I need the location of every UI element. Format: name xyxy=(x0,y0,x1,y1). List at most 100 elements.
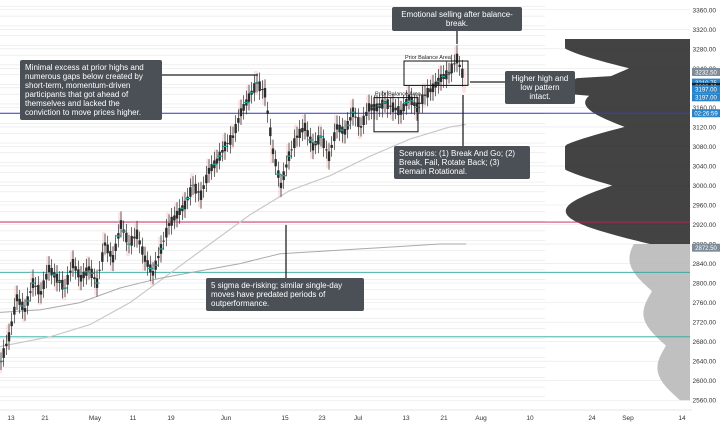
candle-body xyxy=(391,102,395,113)
y-tick-label: 2640.00 xyxy=(693,359,717,366)
candle-body xyxy=(402,103,405,112)
y-tick-label: 2800.00 xyxy=(693,281,717,288)
candle-body xyxy=(269,127,272,137)
candle-body xyxy=(79,274,83,282)
candle-body xyxy=(237,118,240,123)
y-tick-label: 3080.00 xyxy=(693,144,717,151)
candle-body xyxy=(322,138,325,149)
candle-body xyxy=(381,99,384,109)
candle-body xyxy=(343,128,347,135)
candle-body xyxy=(66,274,69,285)
candle-body xyxy=(29,291,32,293)
candle-body xyxy=(221,149,224,153)
callout-scenarios: Scenarios: (1) Break And Go; (2) Break, … xyxy=(394,146,530,179)
candle-body xyxy=(458,64,461,68)
candle-body xyxy=(386,99,389,109)
y-tick-label: 2680.00 xyxy=(693,339,717,346)
candle-body xyxy=(119,220,123,229)
candle-body xyxy=(199,190,203,200)
candle-body xyxy=(445,70,448,80)
balance-area-label: Prior Balance Area xyxy=(405,55,452,61)
candle-body xyxy=(207,167,211,174)
candle-body xyxy=(295,135,299,138)
candle-body xyxy=(397,106,400,116)
candle-body xyxy=(34,285,37,287)
candle-body xyxy=(143,255,147,262)
volume-profile-dark xyxy=(565,39,690,245)
candle-body xyxy=(431,83,435,93)
candle-body xyxy=(375,103,379,112)
candle-body xyxy=(399,109,403,115)
candle-body xyxy=(42,280,45,290)
candle-body xyxy=(263,87,267,98)
callout-higher-high: Higher high and low pattern intact. xyxy=(505,71,575,104)
y-tick-label: 3160.00 xyxy=(693,105,717,112)
y-tick-label: 3320.00 xyxy=(693,27,717,34)
candle-body xyxy=(69,270,72,273)
candle-body xyxy=(247,93,251,102)
candle-body xyxy=(394,107,397,111)
candle-body xyxy=(367,103,371,112)
x-tick-label: 14 xyxy=(678,415,686,422)
candle-body xyxy=(290,149,293,151)
candle-body xyxy=(327,151,331,161)
candle-body xyxy=(359,126,363,128)
candle-body xyxy=(229,135,232,145)
x-tick-label: 19 xyxy=(167,415,175,422)
x-tick-label: 13 xyxy=(402,415,410,422)
candle-body xyxy=(266,110,269,114)
price-badge xyxy=(692,67,720,76)
candle-body xyxy=(279,182,283,189)
candle-body xyxy=(455,53,459,64)
candle-body xyxy=(330,144,333,148)
value-area-band xyxy=(462,68,466,93)
candle-body xyxy=(141,246,144,255)
balance-area-box xyxy=(403,60,469,86)
candle-body xyxy=(311,142,315,151)
candle-body xyxy=(210,164,213,172)
candle-body xyxy=(317,135,320,145)
candle-body xyxy=(114,243,117,251)
lower-indicator-line xyxy=(0,243,466,313)
moving-average-line xyxy=(0,123,467,348)
y-tick-label: 3000.00 xyxy=(693,183,717,190)
price-badge xyxy=(692,93,720,102)
candle-body xyxy=(98,269,101,271)
candle-body xyxy=(101,252,104,262)
candle-body xyxy=(197,191,200,193)
candle-body xyxy=(298,128,301,139)
candle-body xyxy=(7,332,11,342)
candle-body xyxy=(111,255,115,263)
candle-body xyxy=(231,135,235,138)
candle-body xyxy=(306,130,309,137)
candle-body xyxy=(439,74,443,82)
candle-body xyxy=(461,68,464,78)
candle-body xyxy=(261,89,264,91)
x-tick-label: 24 xyxy=(588,415,596,422)
candle-body xyxy=(349,117,352,121)
candle-body xyxy=(175,210,179,219)
candle-body xyxy=(13,306,16,315)
candle-body xyxy=(434,81,437,88)
candle-body xyxy=(418,102,421,104)
y-tick-label: 2720.00 xyxy=(693,320,717,327)
candle-body xyxy=(271,148,275,155)
candle-body xyxy=(109,251,112,257)
candle-body xyxy=(93,277,96,280)
candle-body xyxy=(215,158,219,164)
balance-area-label: Prior Balance Area xyxy=(375,92,422,98)
candle-body xyxy=(47,264,51,273)
y-tick-label: 2840.00 xyxy=(693,261,717,268)
price-badge-label: 3197.00 xyxy=(695,88,717,94)
candle-body xyxy=(333,132,336,142)
price-badge-label: 3197.00 xyxy=(695,96,717,102)
price-badge xyxy=(692,243,720,252)
candle-body xyxy=(365,111,368,116)
candle-body xyxy=(15,294,19,302)
volume-profile-light xyxy=(629,244,690,401)
y-tick-label: 3360.00 xyxy=(693,7,717,14)
y-tick-label: 3280.00 xyxy=(693,46,717,53)
candle-body xyxy=(242,104,245,111)
y-tick-label: 3040.00 xyxy=(693,163,717,170)
candle-body xyxy=(293,138,296,149)
